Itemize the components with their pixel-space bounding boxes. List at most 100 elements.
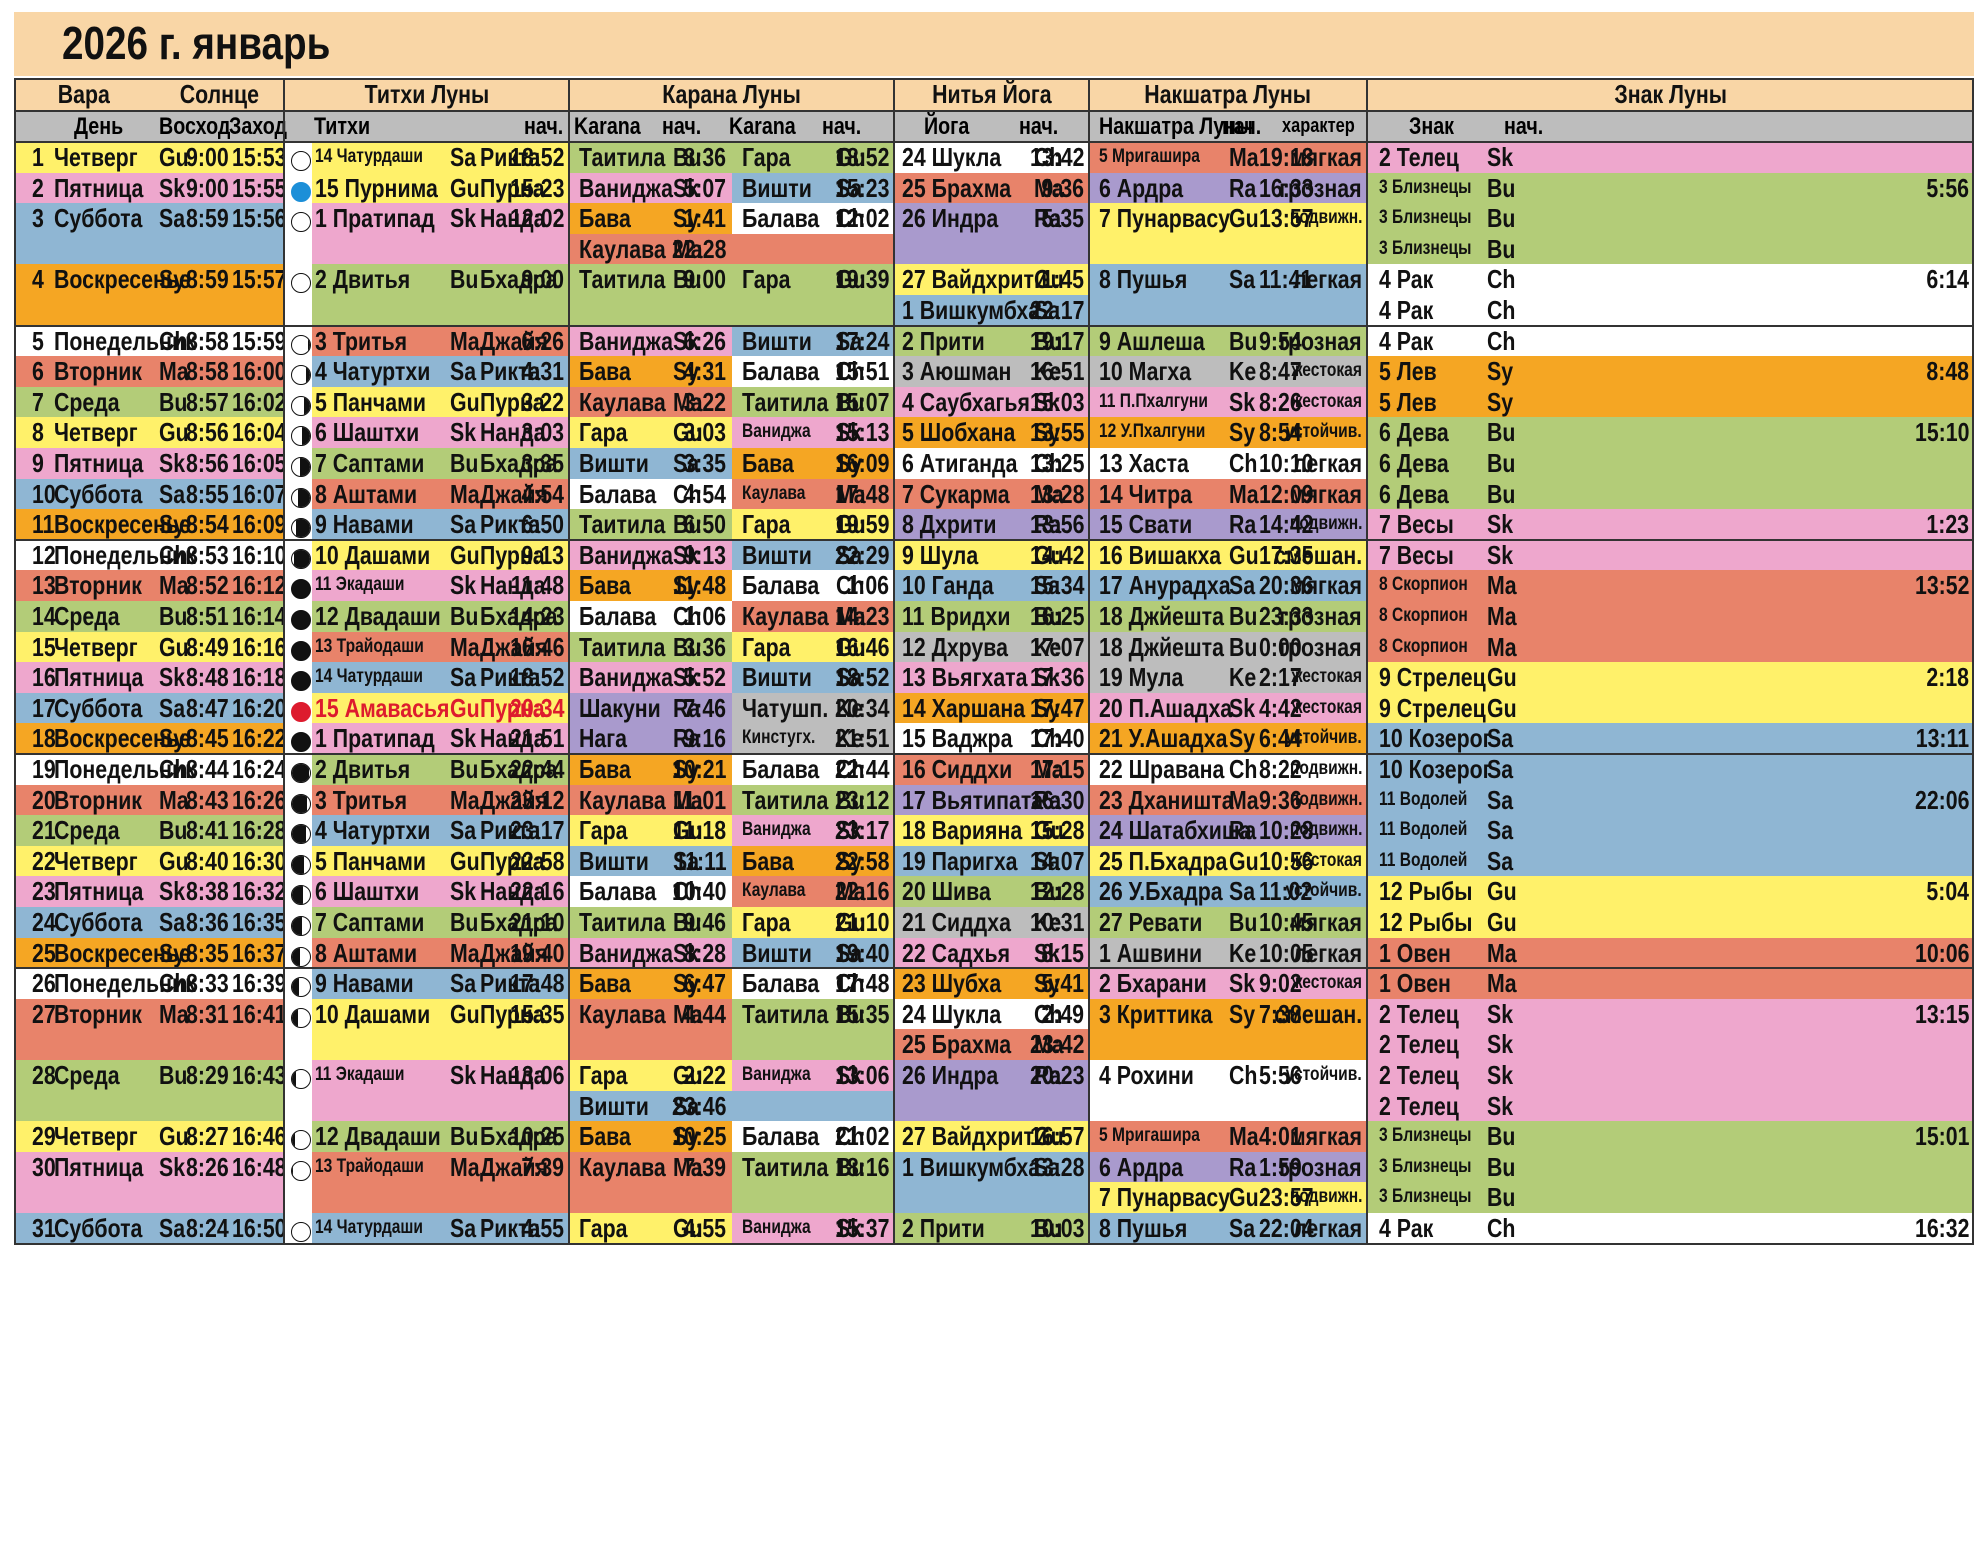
yoga-name: 27 Вайдхрити — [902, 264, 1048, 295]
karana-name: Ваниджа — [579, 539, 674, 570]
sunrise: 9:00 — [186, 172, 229, 203]
karana-planet: Gu — [835, 142, 866, 172]
tithi-planet: Sa — [450, 662, 477, 693]
karana-name: Балава — [741, 754, 819, 784]
zodiac-planet: Sk — [1487, 998, 1514, 1029]
moon-cell — [284, 968, 312, 999]
karana-name: Вишти — [579, 448, 649, 478]
nakshatra-character: подвижн. — [1289, 207, 1362, 229]
karana-start: 5:52 — [683, 662, 727, 693]
nakshatra-name: 12 У.Пхалгуни — [1099, 421, 1206, 443]
tithi-type: Пурна — [480, 692, 545, 723]
tithi-cell: 10 Дашами Gu Пурна 15:35 — [312, 998, 569, 1060]
sunset: 15:59 — [232, 325, 284, 356]
karana-planet: Gu — [673, 815, 703, 846]
moon-cell — [284, 448, 312, 479]
karana-start: 6:26 — [683, 325, 727, 356]
karana-start: 10:25 — [671, 1121, 727, 1152]
tithi-type: Рикта — [480, 142, 541, 172]
yoga-name: 16 Сиддхи — [902, 754, 1013, 784]
karana-name: Бава — [579, 203, 631, 234]
yoga-planet: Sa — [1034, 1151, 1061, 1182]
karana-planet: Sy — [673, 1121, 700, 1152]
karana-name: Ваниджа — [741, 421, 811, 443]
weekday: Вторник — [54, 356, 142, 387]
karana-cell: Таитила Bu 8:36 — [569, 142, 732, 173]
nakshatra-start: 2:17 — [1259, 662, 1302, 693]
zodiac-cell: 3 Близнецы Bu — [1367, 1182, 1974, 1213]
karana-planet: Sy — [673, 356, 700, 387]
yoga-cell: 25 Брахма Ma 9:36 — [894, 172, 1089, 204]
tithi-start: 12:02 — [509, 203, 564, 234]
nakshatra-planet: Bu — [1229, 907, 1258, 937]
yoga-start: 13:28 — [1029, 478, 1084, 509]
yoga-planet: Gu — [1034, 1121, 1064, 1152]
header-sub-label: Йога — [924, 113, 970, 140]
zodiac-cell: 4 Рак Ch 16:32 — [1367, 1213, 1974, 1244]
sunset: 16:24 — [232, 754, 284, 784]
weekday: Четверг — [54, 417, 138, 448]
karana-start: 19:59 — [834, 509, 889, 540]
yoga-cell: 27 Вайдхрити Gu 1:45 — [894, 264, 1089, 295]
zodiac-start: 13:52 — [1914, 570, 1969, 601]
yoga-cell: 2 Прити Bu 19:17 — [894, 325, 1089, 357]
sunset: 16:10 — [232, 539, 284, 570]
tithi-start: 7:39 — [521, 1151, 564, 1182]
yoga-planet: Ke — [1034, 356, 1062, 387]
tithi-planet: Sk — [450, 417, 477, 448]
header-group: Знак Луны — [1367, 78, 1974, 111]
tithi-name: 3 Тритья — [315, 784, 408, 815]
karana-name: Ваниджа — [741, 1064, 811, 1085]
nakshatra-planet: Ch — [1229, 754, 1258, 784]
karana-name: Вишти — [579, 1090, 649, 1121]
karana-cell: Каулава Ma 17:48 — [731, 478, 894, 510]
header-sub-label: характер — [1282, 115, 1355, 137]
tithi-cell: 3 Тритья Ma Джайя 6:26 — [312, 325, 569, 357]
karana-name: Гара — [741, 264, 791, 295]
tithi-planet: Sk — [450, 1060, 477, 1090]
day-planet: Gu — [159, 631, 189, 662]
zodiac-planet: Bu — [1487, 172, 1516, 203]
weekday: Четверг — [54, 142, 138, 172]
nakshatra-name: 21 У.Ашадха — [1099, 723, 1228, 754]
karana-start: 17:48 — [834, 968, 889, 999]
zodiac-cell: 11 Водолей Sa — [1367, 845, 1974, 877]
tithi-name: 7 Саптами — [315, 907, 425, 937]
yoga-name: 22 Садхья — [902, 937, 1011, 968]
nakshatra-cell: 12 У.Пхалгуни Sy 8:54 устойчив. — [1089, 417, 1367, 448]
moon-cell — [284, 815, 312, 846]
sunset: 16:18 — [232, 662, 284, 693]
moon-cell — [284, 203, 312, 265]
nakshatra-name: 1 Ашвини — [1099, 937, 1203, 968]
nakshatra-planet: Ke — [1229, 356, 1257, 387]
nakshatra-character: устойчив. — [1286, 880, 1362, 902]
karana-name: Гара — [741, 631, 791, 662]
karana-start: 9:46 — [683, 907, 727, 937]
nakshatra-name: 10 Магха — [1099, 356, 1192, 387]
zodiac-sign: 6 Дева — [1379, 478, 1449, 509]
nakshatra-character: подвижн. — [1289, 513, 1362, 535]
nakshatra-cell: 23 Дханишта Ma 9:36 подвижн. — [1089, 784, 1367, 816]
day-planet: Ma — [159, 998, 189, 1029]
karana-start: 7:39 — [683, 1151, 727, 1182]
nakshatra-planet: Ma — [1229, 478, 1259, 509]
nakshatra-name: 4 Рохини — [1099, 1060, 1194, 1090]
tithi-start: 10:25 — [509, 1121, 564, 1152]
day-number: 2 — [32, 172, 44, 203]
weekday: Пятница — [54, 876, 144, 907]
yoga-cell: 4 Саубхагья Sk 15:03 — [894, 386, 1089, 418]
karana-name: Бава — [579, 356, 631, 387]
yoga-cell: 26 Индра Ra 20:23 — [894, 1060, 1089, 1122]
sunrise: 8:33 — [186, 968, 229, 999]
nakshatra-cell: 24 Шатабхиша Ra 10:28 подвижн. — [1089, 815, 1367, 846]
tithi-planet: Gu — [450, 845, 480, 876]
tithi-cell: 10 Дашами Gu Пурна 9:13 — [312, 539, 569, 571]
tithi-start: 20:34 — [509, 692, 564, 723]
zodiac-sign: 7 Весы — [1379, 509, 1454, 540]
karana-start: 16:09 — [834, 448, 889, 478]
yoga-name: 26 Индра — [902, 1060, 999, 1090]
tithi-cell: 5 Панчами Gu Пурна 3:22 — [312, 386, 569, 418]
karana-name: Каулава — [741, 601, 829, 631]
weekday: Пятница — [54, 1151, 144, 1182]
nakshatra-character: мягкая — [1289, 142, 1362, 172]
